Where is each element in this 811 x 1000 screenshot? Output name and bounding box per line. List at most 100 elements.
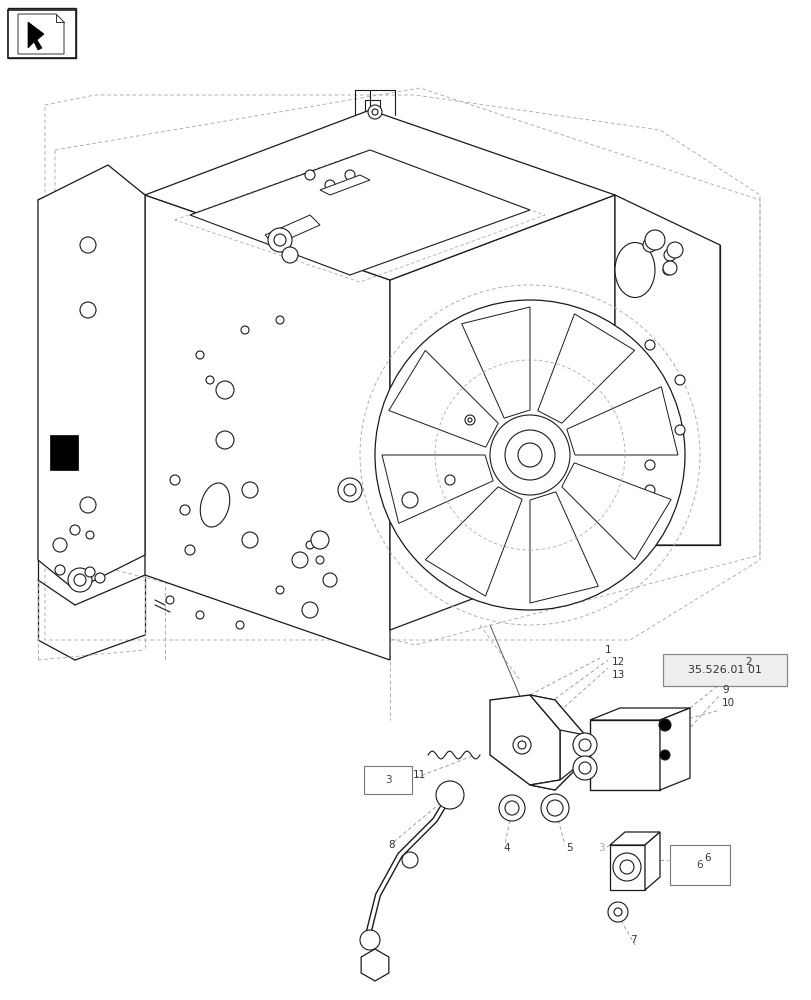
Circle shape	[242, 532, 258, 548]
Circle shape	[324, 180, 335, 190]
Text: 13: 13	[611, 670, 624, 680]
Text: 3: 3	[597, 843, 604, 853]
Text: 3: 3	[384, 775, 391, 785]
Circle shape	[517, 443, 541, 467]
Polygon shape	[566, 387, 677, 455]
Circle shape	[80, 237, 96, 253]
Circle shape	[644, 460, 654, 470]
Polygon shape	[145, 110, 614, 280]
Circle shape	[302, 602, 318, 618]
Text: 2: 2	[744, 657, 751, 667]
Polygon shape	[320, 175, 370, 195]
Circle shape	[80, 497, 96, 513]
Circle shape	[367, 105, 381, 119]
Polygon shape	[145, 195, 389, 660]
Circle shape	[241, 326, 249, 334]
Circle shape	[180, 505, 190, 515]
Circle shape	[401, 852, 418, 868]
Circle shape	[642, 413, 646, 417]
Circle shape	[70, 525, 80, 535]
Circle shape	[55, 565, 65, 575]
Polygon shape	[530, 760, 584, 790]
Polygon shape	[537, 314, 634, 423]
Circle shape	[273, 234, 285, 246]
Circle shape	[659, 750, 669, 760]
Circle shape	[674, 375, 684, 385]
Text: 1: 1	[604, 645, 611, 655]
Circle shape	[185, 545, 195, 555]
Polygon shape	[614, 195, 719, 545]
Circle shape	[489, 415, 569, 495]
Circle shape	[375, 300, 684, 610]
Circle shape	[311, 531, 328, 549]
Circle shape	[169, 475, 180, 485]
Text: 9: 9	[721, 685, 727, 695]
Circle shape	[573, 733, 596, 757]
Circle shape	[674, 425, 684, 435]
Circle shape	[236, 621, 243, 629]
Text: 35.526.01 01: 35.526.01 01	[687, 665, 761, 675]
Text: 12: 12	[611, 657, 624, 667]
Circle shape	[305, 170, 315, 180]
Circle shape	[620, 860, 633, 874]
Text: 6: 6	[703, 853, 710, 863]
Circle shape	[644, 340, 654, 350]
Circle shape	[663, 265, 672, 275]
Polygon shape	[561, 463, 671, 560]
Circle shape	[276, 586, 284, 594]
Circle shape	[663, 261, 676, 275]
Circle shape	[578, 739, 590, 751]
Polygon shape	[50, 435, 78, 470]
Circle shape	[74, 574, 86, 586]
Circle shape	[195, 611, 204, 619]
Circle shape	[642, 443, 646, 447]
Circle shape	[467, 418, 471, 422]
Polygon shape	[28, 22, 44, 50]
Polygon shape	[388, 350, 498, 447]
Circle shape	[663, 249, 676, 261]
Polygon shape	[530, 492, 598, 603]
Polygon shape	[530, 695, 584, 735]
Circle shape	[578, 762, 590, 774]
Text: 8: 8	[388, 840, 394, 850]
Circle shape	[607, 902, 627, 922]
Circle shape	[359, 930, 380, 950]
Circle shape	[306, 541, 314, 549]
Polygon shape	[644, 832, 659, 890]
Text: 10: 10	[721, 698, 734, 708]
Polygon shape	[38, 165, 145, 590]
Circle shape	[165, 596, 174, 604]
Polygon shape	[461, 307, 530, 418]
Circle shape	[504, 430, 554, 480]
Polygon shape	[590, 708, 689, 720]
Circle shape	[345, 170, 354, 180]
Circle shape	[216, 431, 234, 449]
Circle shape	[613, 908, 621, 916]
Circle shape	[513, 736, 530, 754]
Circle shape	[53, 538, 67, 552]
FancyBboxPatch shape	[663, 654, 786, 686]
Circle shape	[323, 573, 337, 587]
Circle shape	[86, 531, 94, 539]
Polygon shape	[8, 8, 76, 58]
Polygon shape	[361, 949, 388, 981]
Circle shape	[465, 415, 474, 425]
Polygon shape	[264, 215, 320, 245]
Circle shape	[612, 853, 640, 881]
Text: 4: 4	[502, 843, 509, 853]
Circle shape	[206, 376, 214, 384]
Circle shape	[68, 568, 92, 592]
Polygon shape	[381, 455, 492, 523]
Circle shape	[644, 230, 664, 250]
Circle shape	[642, 238, 656, 252]
Polygon shape	[489, 695, 560, 785]
FancyBboxPatch shape	[363, 766, 411, 794]
Ellipse shape	[614, 242, 654, 298]
Circle shape	[504, 801, 518, 815]
Circle shape	[216, 381, 234, 399]
Circle shape	[195, 351, 204, 359]
Circle shape	[337, 478, 362, 502]
Circle shape	[644, 485, 654, 495]
Circle shape	[436, 781, 463, 809]
Circle shape	[401, 492, 418, 508]
